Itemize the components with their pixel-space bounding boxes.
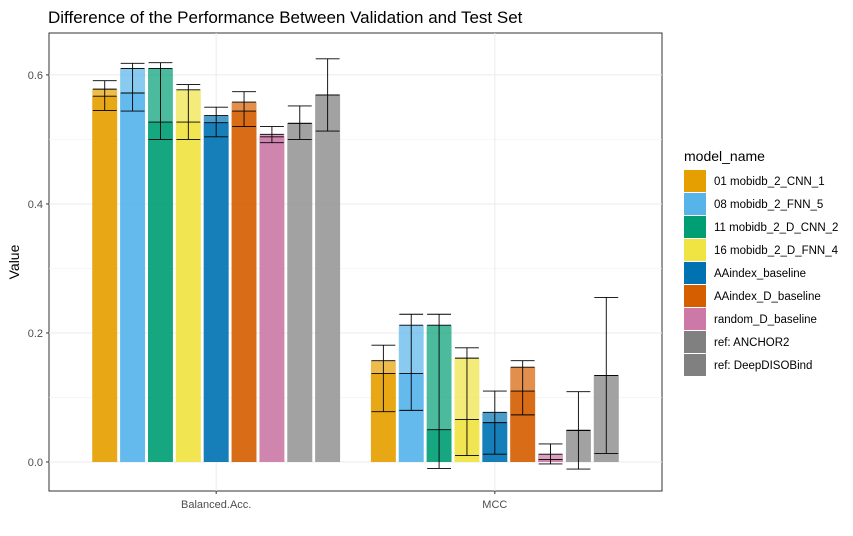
legend-key (684, 285, 706, 307)
axes: 0.0 0.2 0.4 0.6 Balanced.Acc. MCC (28, 70, 508, 511)
legend-label: 01 mobidb_2_CNN_1 (714, 176, 825, 188)
error-bars (92, 58, 619, 470)
legend-key (684, 262, 706, 284)
y-tick-label: 0.6 (28, 70, 43, 82)
bar-overlay (92, 96, 118, 462)
legend-key (684, 239, 706, 261)
bar-overlay (287, 123, 313, 462)
legend-key (684, 170, 706, 192)
bar-overlay (175, 122, 201, 462)
y-tick-label: 0.2 (28, 328, 43, 340)
x-tick-label: MCC (482, 499, 507, 511)
bar-overlay (120, 92, 146, 462)
legend-label: ref: DeepDISOBind (714, 360, 812, 372)
x-tick-label: Balanced.Acc. (181, 499, 251, 511)
bar-overlay (148, 122, 173, 462)
legend-label: 16 mobidb_2_D_FNN_4 (714, 245, 839, 257)
y-tick-label: 0.4 (28, 199, 43, 211)
y-tick-label: 0.0 (28, 457, 43, 469)
legend-key (684, 216, 706, 238)
chart-title: Difference of the Performance Between Va… (48, 8, 523, 27)
legend-label: AAindex_D_baseline (714, 291, 821, 303)
legend-label: random_D_baseline (714, 314, 817, 326)
legend-label: 08 mobidb_2_FNN_5 (714, 199, 823, 211)
bar-overlay (315, 94, 341, 462)
legend-label: AAindex_baseline (714, 268, 806, 280)
legend-key (684, 354, 706, 376)
bar-overlay (231, 111, 257, 462)
bar-overlay (259, 136, 285, 462)
bar-overlay (203, 122, 229, 462)
legend: model_name 01 mobidb_2_CNN_1 08 mobidb_2_… (684, 148, 839, 376)
legend-label: 11 mobidb_2_D_CNN_2 (714, 222, 838, 234)
legend-key (684, 193, 706, 215)
legend-title: model_name (684, 148, 765, 164)
legend-key (684, 331, 706, 353)
legend-label: ref: ANCHOR2 (714, 337, 789, 349)
legend-key (684, 308, 706, 330)
y-axis-title: Value (6, 244, 22, 279)
